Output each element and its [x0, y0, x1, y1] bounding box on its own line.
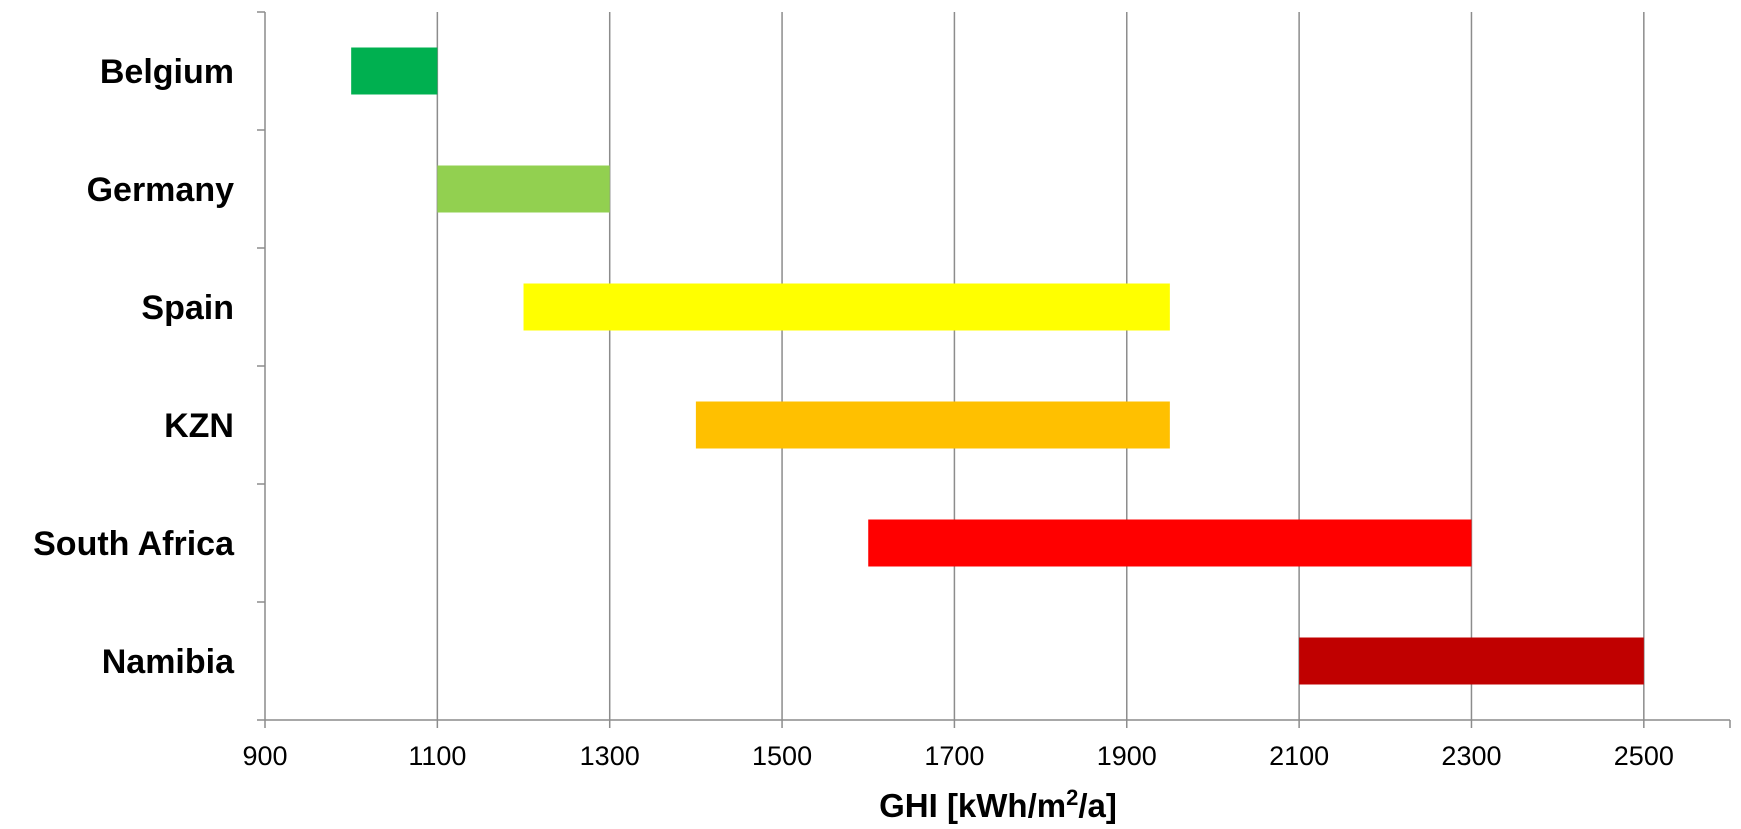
x-tick-label: 1900 [1097, 741, 1157, 771]
category-label: South Africa [33, 525, 235, 563]
gridlines [436, 12, 1645, 720]
x-tick-label: 1700 [924, 741, 984, 771]
x-tick-label: 2300 [1441, 741, 1501, 771]
category-label: Namibia [102, 643, 235, 681]
x-axis-title: GHI [kWh/m2/a] [879, 785, 1117, 824]
category-label: Germany [87, 171, 234, 209]
bar-namibia [1299, 637, 1644, 685]
bar-belgium [351, 47, 438, 95]
bar-south-africa [868, 519, 1472, 567]
x-tick-labels: 900 1100 1300 1500 1700 1900 2100 2300 2500 [242, 741, 1673, 771]
x-tick-label: 1300 [580, 741, 640, 771]
bar-spain [523, 283, 1170, 331]
x-tick-label: 1500 [752, 741, 812, 771]
bar-kzn [695, 401, 1170, 449]
axes [257, 11, 1731, 728]
category-labels: Belgium Germany Spain KZN South Africa Namibi… [33, 53, 235, 681]
x-tick-label: 2500 [1614, 741, 1674, 771]
category-label: Belgium [100, 53, 234, 91]
category-label: KZN [164, 407, 234, 445]
x-tick-label: 2100 [1269, 741, 1329, 771]
x-tick-label: 900 [242, 741, 287, 771]
bars [351, 47, 1644, 685]
x-tick-label: 1100 [408, 741, 466, 771]
category-label: Spain [141, 289, 234, 327]
bar-germany [437, 165, 610, 213]
